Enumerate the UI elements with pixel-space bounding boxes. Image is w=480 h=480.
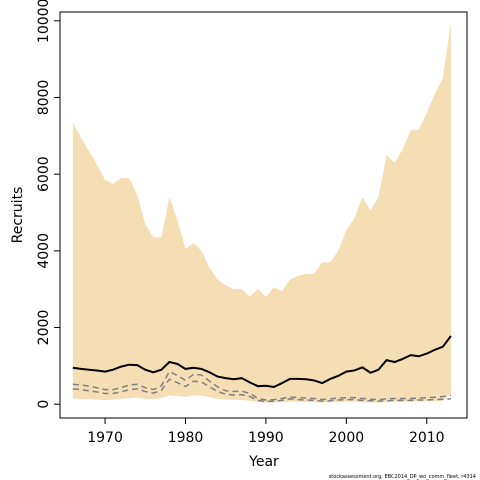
footnote: stockassessment.org, EBC2014_DP_wo_comm_…	[329, 474, 476, 480]
y-tick-label: 8000	[36, 80, 52, 116]
y-tick-label: 0	[36, 400, 52, 409]
x-tick-label: 1990	[248, 430, 284, 446]
median-line	[72, 335, 452, 388]
y-tick-label: 10000	[36, 0, 52, 43]
y-tick-label: 2000	[36, 310, 52, 346]
y-tick-label: 4000	[36, 233, 52, 269]
y-tick-label: 6000	[36, 156, 52, 192]
x-axis-label: Year	[248, 454, 279, 470]
plot-frame	[59, 11, 468, 419]
x-tick-label: 1980	[168, 430, 204, 446]
x-tick-label: 2010	[409, 430, 445, 446]
confidence-band	[72, 22, 451, 403]
x-tick-label: 1970	[87, 430, 123, 446]
y-axis-label: Recruits	[10, 187, 26, 244]
dashed-line	[72, 370, 452, 401]
x-tick-label: 2000	[329, 430, 365, 446]
dashed-line	[72, 378, 451, 403]
